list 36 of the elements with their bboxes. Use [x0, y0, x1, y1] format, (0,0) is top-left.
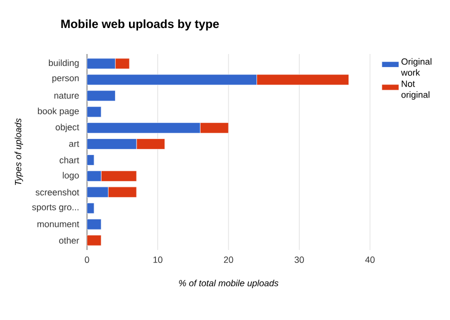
y-axis-title: Types of uploads [14, 118, 24, 185]
bar [87, 186, 108, 198]
x-tick-label: 0 [84, 256, 90, 263]
bar [256, 74, 349, 86]
y-tick-label: chart [60, 156, 80, 164]
y-tick-label: logo [62, 172, 79, 180]
x-tick-label: 30 [294, 256, 304, 263]
x-axis-title: % of total mobile uploads [179, 280, 278, 288]
bar [136, 138, 166, 150]
bar [87, 58, 116, 70]
legend-label: Original work [401, 58, 432, 76]
x-tick-label: 20 [224, 256, 234, 263]
y-tick-label: sports gro... [32, 204, 78, 212]
y-tick-label: building [48, 59, 79, 68]
bar [115, 58, 130, 70]
bar [108, 186, 137, 198]
x-tick-label: 40 [365, 256, 375, 263]
y-tick-label: monument [37, 221, 80, 228]
bar [87, 138, 137, 150]
bar [87, 106, 102, 118]
chart-title: Mobile web uploads by type [61, 19, 219, 31]
bar [87, 170, 102, 182]
y-tick-label: art [69, 141, 80, 147]
y-tick-label: other [59, 237, 80, 244]
legend-label: Not original [401, 80, 430, 100]
x-tick-label: 10 [153, 256, 162, 263]
y-tick-label: nature [54, 92, 79, 99]
bar [200, 122, 229, 134]
bar [100, 170, 137, 182]
bar [87, 234, 102, 246]
bar [87, 122, 200, 134]
y-tick-label: book page [38, 108, 79, 116]
y-tick-label: screenshot [36, 188, 80, 196]
bar [87, 74, 257, 86]
y-tick-label: object [56, 124, 80, 132]
y-tick-label: person [52, 76, 79, 84]
